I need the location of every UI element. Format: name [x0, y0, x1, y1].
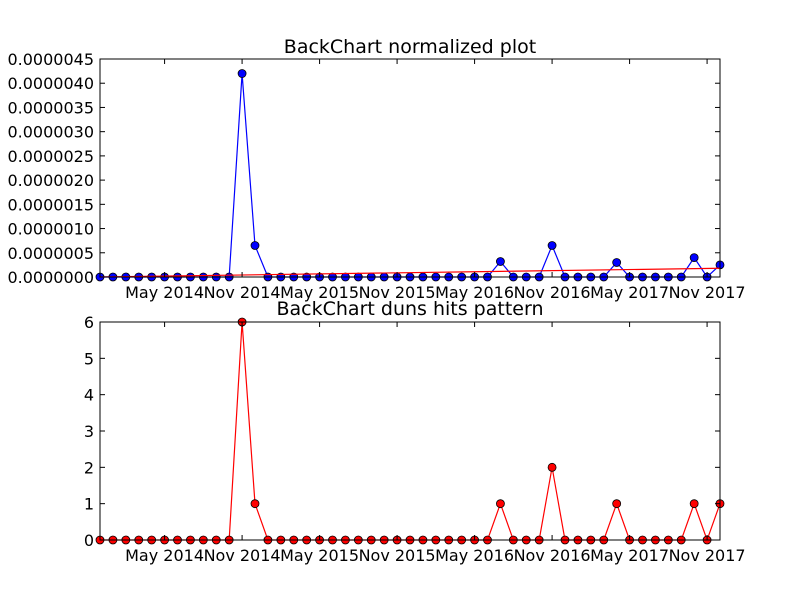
data-point	[496, 499, 505, 509]
data-point	[237, 69, 247, 78]
x-tick-label: May 2014	[125, 283, 204, 302]
x-tick-label: Nov 2015	[359, 546, 436, 565]
y-tick-label: 0.0000035	[7, 98, 94, 117]
data-point	[689, 499, 699, 509]
y-tick-label: 3	[84, 422, 94, 441]
x-tick-label: Nov 2017	[669, 546, 746, 565]
y-tick-label: 0.0000000	[7, 268, 94, 287]
y-tick-label: 0.0000030	[7, 123, 94, 142]
y-tick-label: 5	[84, 349, 94, 368]
chart-title: BackChart duns hits pattern	[277, 298, 544, 320]
y-tick-label: 2	[84, 458, 94, 477]
series-line	[99, 267, 721, 278]
data-point	[250, 499, 260, 509]
x-tick-label: May 2014	[125, 546, 204, 565]
y-tick-label: 0.0000040	[7, 74, 94, 93]
chart-title: BackChart normalized plot	[284, 36, 536, 58]
data-point	[547, 462, 557, 472]
x-tick-label: May 2015	[280, 283, 359, 302]
x-tick-label: May 2017	[590, 283, 669, 302]
data-point	[689, 253, 699, 263]
y-tick-label: 0.0000005	[7, 244, 94, 263]
x-tick-label: Nov 2016	[514, 546, 591, 565]
y-tick-label: 0.0000015	[7, 195, 94, 214]
x-tick-label: Nov 2014	[204, 546, 281, 565]
x-tick-label: Nov 2017	[669, 283, 746, 302]
data-point	[250, 241, 260, 250]
y-tick-label: 1	[84, 495, 94, 514]
normalized-plot-panel: BackChart normalized plot 0.0000000 0.000…	[7, 36, 745, 302]
x-tick-label: May 2017	[590, 546, 669, 565]
axes-frame	[99, 58, 721, 278]
data-point	[496, 257, 505, 266]
x-tick-label: Nov 2016	[514, 283, 591, 302]
data-point	[547, 241, 557, 250]
y-tick-label: 0	[84, 531, 94, 550]
y-tick-label: 4	[84, 386, 94, 405]
duns-hits-panel: BackChart duns hits pattern 0 1 2 3 4 5 6 May 2…	[84, 298, 746, 565]
x-tick-label: May 2016	[435, 283, 514, 302]
y-tick-label: 0.0000045	[7, 50, 94, 69]
y-tick-label: 0.0000010	[7, 220, 94, 239]
y-tick-label: 6	[84, 313, 94, 332]
y-tick-label: 0.0000025	[7, 147, 94, 166]
x-tick-label: Nov 2015	[359, 283, 436, 302]
data-point	[612, 499, 622, 509]
y-tick-label: 0.0000020	[7, 171, 94, 190]
x-tick-label: Nov 2014	[204, 283, 281, 302]
x-tick-label: May 2015	[280, 546, 359, 565]
x-tick-label: May 2016	[435, 546, 514, 565]
data-point	[612, 258, 622, 267]
